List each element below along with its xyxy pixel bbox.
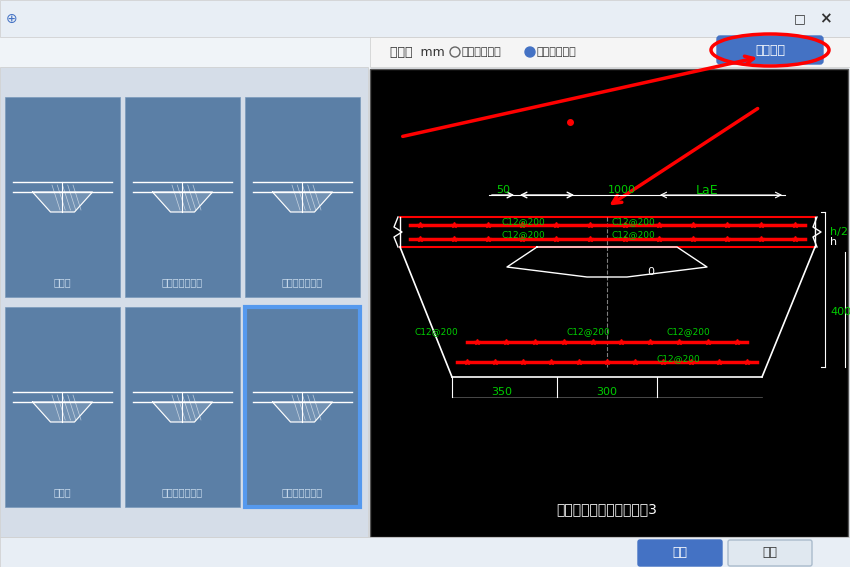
Text: ⊕: ⊕ (6, 12, 18, 26)
Text: 外角下沉后浇带: 外角下沉后浇带 (282, 487, 323, 497)
FancyBboxPatch shape (717, 36, 823, 64)
Text: 50: 50 (496, 185, 510, 195)
Text: 配筋形式: 配筋形式 (755, 44, 785, 57)
Bar (245, 307, 360, 507)
FancyBboxPatch shape (638, 540, 722, 566)
Polygon shape (32, 402, 93, 422)
Text: C12@200: C12@200 (667, 328, 711, 336)
Polygon shape (273, 192, 332, 212)
Text: 400: 400 (830, 307, 850, 317)
Text: C12@200: C12@200 (415, 328, 459, 336)
Bar (370, 69, 848, 537)
Text: C12@200: C12@200 (502, 218, 546, 226)
Circle shape (525, 47, 535, 57)
Text: 内角下沉后浇带: 内角下沉后浇带 (162, 487, 203, 497)
Text: 槽形下沉后浇带: 槽形下沉后浇带 (282, 277, 323, 287)
Text: 后浇带: 后浇带 (54, 277, 71, 287)
Text: C12@200: C12@200 (612, 231, 655, 239)
Text: LaE: LaE (695, 184, 718, 197)
Text: 底宽放坡形式: 底宽放坡形式 (537, 47, 577, 57)
FancyArrowPatch shape (403, 56, 753, 137)
Bar (125, 307, 240, 507)
FancyArrowPatch shape (613, 108, 757, 204)
Text: 矩形下沉后浇带: 矩形下沉后浇带 (162, 277, 203, 287)
Text: 角度放坡形式: 角度放坡形式 (462, 47, 502, 57)
Text: 0: 0 (647, 267, 654, 277)
Text: h/2: h/2 (830, 227, 848, 237)
Text: 单位：  mm: 单位： mm (390, 45, 445, 58)
Bar (5, 307, 120, 507)
Bar (245, 97, 360, 297)
Bar (0, 0, 850, 37)
Polygon shape (152, 192, 212, 212)
Polygon shape (32, 192, 93, 212)
Text: C12@200: C12@200 (612, 218, 655, 226)
Text: 确定: 确定 (672, 547, 688, 560)
Text: C12@200: C12@200 (502, 231, 546, 239)
Polygon shape (273, 402, 332, 422)
Polygon shape (152, 402, 212, 422)
Bar (370, 37, 850, 67)
FancyBboxPatch shape (728, 540, 812, 566)
Bar (125, 97, 240, 297)
Text: 1000: 1000 (608, 185, 636, 195)
Text: C12@200: C12@200 (657, 354, 700, 363)
Text: 外三角形下沉后浇带配筋3: 外三角形下沉后浇带配筋3 (557, 502, 657, 516)
Text: C12@200: C12@200 (567, 328, 611, 336)
Text: h: h (830, 237, 837, 247)
Text: 后浇带: 后浇带 (54, 487, 71, 497)
Bar (5, 97, 120, 297)
Text: □: □ (794, 12, 806, 26)
Bar (0, 537, 850, 567)
Bar (0, 67, 368, 537)
Text: 350: 350 (491, 387, 513, 397)
Text: 300: 300 (597, 387, 617, 397)
Text: 取消: 取消 (762, 547, 778, 560)
Text: ×: × (819, 11, 831, 27)
